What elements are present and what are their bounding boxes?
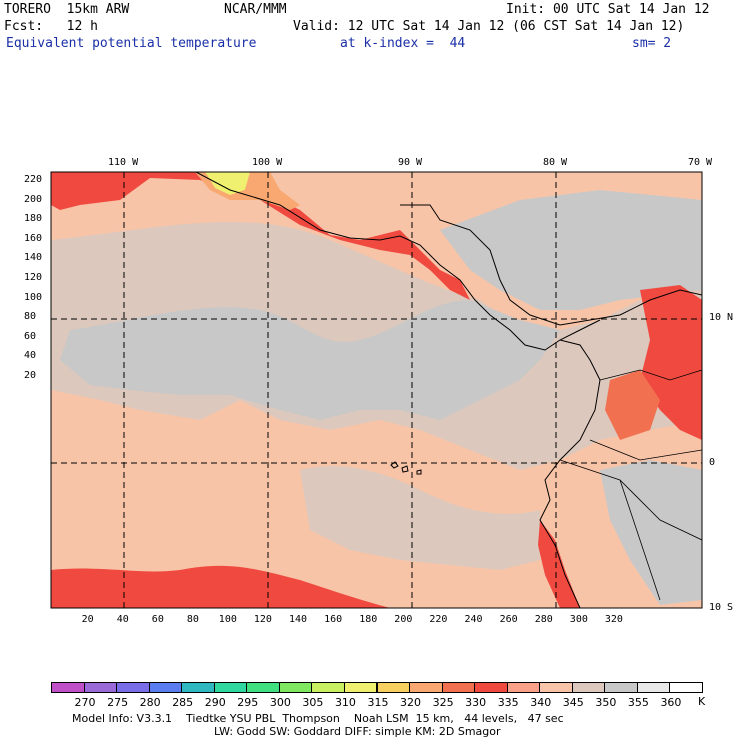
colorbar-swatch: [148, 682, 183, 693]
x-tick-200: 200: [394, 614, 413, 625]
colorbar-label-355: 355: [627, 696, 649, 709]
colorbar-label-345: 345: [562, 696, 584, 709]
gray-region-south: [300, 466, 540, 570]
x-tick-80: 80: [186, 614, 199, 625]
y-tick-40: 40: [24, 350, 37, 362]
forecast-hour: Fcst: 12 h: [4, 19, 98, 34]
y-tick-80: 80: [24, 311, 37, 323]
lon-label-90w: 90 W: [398, 157, 423, 168]
y-tick-220: 220: [24, 174, 43, 185]
colorbar-label-360: 360: [660, 696, 682, 709]
colorbar-swatch: [278, 682, 313, 693]
colorbar-label-320: 320: [400, 696, 422, 709]
lon-label-80w: 80 W: [543, 157, 568, 168]
physics-info-line: LW: Godd SW: Goddard DIFF: simple KM: 2D…: [214, 725, 501, 738]
colorbar-swatch: [571, 682, 606, 693]
colorbar-swatch: [311, 682, 345, 693]
y-tick-60: 60: [24, 330, 37, 342]
colorbar-swatch: [181, 682, 215, 693]
red-southeast-patch: [605, 370, 660, 440]
gray-region-central: [60, 300, 560, 420]
colorbar-swatch: [441, 682, 476, 693]
coastline-caribbean: [400, 204, 702, 326]
valid-time: Valid: 12 UTC Sat 14 Jan 12 (06 CST Sat …: [293, 19, 685, 34]
colorbar-label-285: 285: [172, 696, 194, 709]
lon-label-100w: 100 W: [252, 157, 283, 168]
colorbar-label-335: 335: [497, 696, 519, 709]
lat-label-10s: 10 S: [709, 602, 734, 613]
colorbar-swatch: [669, 682, 703, 693]
colorbar-swatch: [213, 682, 248, 693]
x-tick-140: 140: [289, 614, 308, 625]
x-tick-20: 20: [81, 614, 94, 625]
colorbar-label-295: 295: [237, 696, 259, 709]
x-tick-220: 220: [429, 614, 448, 625]
x-tick-120: 120: [253, 614, 272, 625]
center-name: NCAR/MMM: [224, 2, 287, 17]
x-tick-40: 40: [116, 614, 129, 625]
y-tick-120: 120: [24, 272, 43, 283]
y-tick-180: 180: [24, 213, 43, 225]
colorbar-swatch: [246, 682, 280, 693]
orange-peak: [195, 172, 300, 210]
border-lines: [559, 369, 702, 601]
colorbar-label-300: 300: [269, 696, 291, 709]
colorbar-label-305: 305: [302, 696, 324, 709]
x-tick-180: 180: [359, 614, 378, 625]
colorbar-label-340: 340: [530, 696, 552, 709]
colorbar-label-275: 275: [107, 696, 129, 709]
x-tick-100: 100: [218, 614, 237, 625]
gray-region-northeast: [440, 190, 702, 310]
colorbar-label-270: 270: [74, 696, 96, 709]
colorbar-swatch: [409, 682, 443, 693]
colorbar-unit: K: [698, 695, 706, 708]
y-tick-140: 140: [24, 252, 43, 264]
field-name: Equivalent potential temperature: [6, 36, 257, 51]
lat-label-10n: 10 N: [709, 312, 734, 323]
model-info-line: Model Info: V3.3.1 Tiedtke YSU PBL Thomp…: [72, 712, 564, 725]
init-time: Init: 00 UTC Sat 14 Jan 12: [506, 2, 710, 17]
x-tick-240: 240: [464, 614, 483, 625]
lat-label-0: 0: [709, 457, 716, 468]
colorbar-label-350: 350: [595, 696, 617, 709]
smoothing-label: sm= 2: [632, 36, 672, 51]
x-tick-260: 260: [499, 614, 518, 625]
colorbar-swatch: [636, 682, 671, 693]
x-tick-160: 160: [324, 614, 343, 625]
graticule: [51, 172, 702, 608]
y-tick-100: 100: [24, 291, 43, 303]
red-south-band: [51, 565, 390, 608]
y-tick-200: 200: [24, 193, 43, 205]
lon-label-70w: 70 W: [688, 157, 713, 168]
coastline-central-america: [195, 172, 601, 351]
colorbar-swatch: [83, 682, 118, 693]
colorbar-label-315: 315: [367, 696, 389, 709]
colorbar-swatch: [506, 682, 541, 693]
x-tick-280: 280: [534, 614, 553, 625]
colorbar-label-290: 290: [204, 696, 226, 709]
plot-frame: [50, 171, 703, 609]
x-tick-300: 300: [569, 614, 588, 625]
level-label: at k-index = 44: [340, 36, 466, 51]
colorbar-label-280: 280: [139, 696, 161, 709]
lon-label-110w: 110 W: [108, 157, 139, 168]
colorbar-swatch: [51, 682, 85, 693]
y-tick-160: 160: [24, 232, 43, 244]
x-tick-60: 60: [151, 614, 164, 625]
model-name: TORERO 15km ARW: [4, 2, 130, 17]
colorbar-label-325: 325: [432, 696, 454, 709]
colorbar-swatch: [604, 682, 638, 693]
colorbar-swatch: [376, 682, 411, 693]
colorbar-swatch: [116, 682, 150, 693]
x-tick-320: 320: [604, 614, 623, 625]
y-tick-20: 20: [24, 370, 37, 381]
colorbar-label-310: 310: [334, 696, 356, 709]
colorbar-swatch: [474, 682, 508, 693]
colorbar-swatch: [539, 682, 573, 693]
yellow-peak: [205, 172, 250, 195]
colorbar-label-330: 330: [465, 696, 487, 709]
colorbar-swatch: [343, 682, 378, 693]
